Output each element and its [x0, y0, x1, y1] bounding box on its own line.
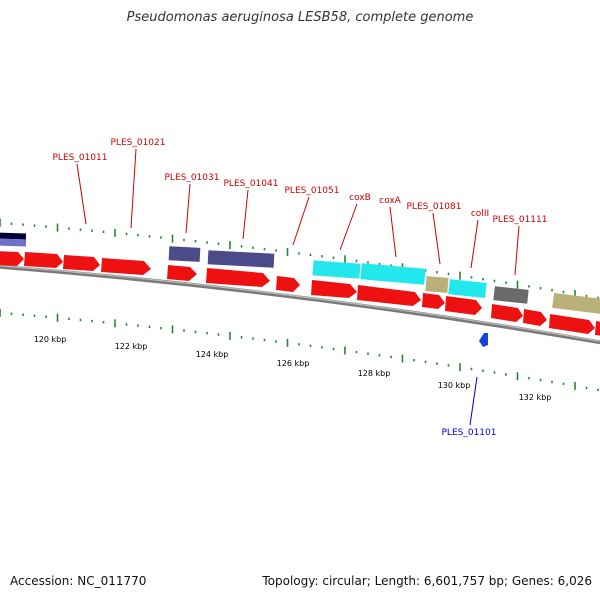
gene-label[interactable]: PLES_01031	[165, 173, 220, 183]
feature-tan-block	[552, 293, 600, 314]
cds-arrow	[595, 321, 600, 336]
genome-backbone-highlight	[0, 265, 600, 342]
gene-leader-line	[432, 212, 441, 265]
cds-arrow	[276, 276, 300, 292]
gene-leader-line	[242, 189, 249, 240]
kbp-tick-label: 128 kbp	[358, 369, 391, 378]
gene-label[interactable]: PLES_01111	[493, 215, 548, 225]
gene-leader-line	[389, 206, 397, 258]
gene-label[interactable]: PLES_01081	[407, 202, 462, 212]
map-title: Pseudomonas aeruginosa LESB58, complete …	[126, 10, 474, 25]
gene-leader-line	[514, 225, 520, 276]
cds-arrow	[101, 258, 151, 275]
accession-text: Accession: NC_011770	[10, 574, 147, 588]
feature-track-cds	[0, 251, 600, 347]
gene-label[interactable]: coxB	[349, 193, 371, 203]
cds-arrow	[167, 265, 197, 281]
gene-leader-line	[185, 183, 191, 234]
gene-leader-line	[130, 148, 137, 229]
cds-arrow	[445, 296, 482, 315]
feature-navy-block	[207, 250, 275, 268]
gene-label[interactable]: colII	[471, 209, 489, 219]
feature-tan-block	[425, 276, 449, 293]
kbp-tick-label: 124 kbp	[196, 350, 229, 359]
cds-arrow	[549, 314, 595, 334]
cds-arrow	[24, 252, 63, 268]
cds-arrow	[357, 285, 421, 306]
gene-leader-line	[76, 163, 87, 225]
feature-navy-block	[0, 232, 27, 240]
gene-label[interactable]: PLES_01011	[53, 153, 108, 163]
kbp-tick-label: 132 kbp	[519, 393, 552, 402]
feature-track-top	[0, 232, 600, 314]
feature-cyan-block	[360, 263, 426, 285]
inner-tick-track	[0, 308, 599, 392]
gene-label[interactable]: PLES_01101	[442, 428, 497, 438]
gene-leader-line	[469, 376, 478, 426]
gene-leader-line	[339, 203, 358, 251]
gene-label[interactable]: PLES_01051	[285, 186, 340, 196]
kbp-axis: 120 kbp 122 kbp 124 kbp 126 kbp 128 kbp 130 k…	[34, 335, 552, 402]
feature-cyan-block	[448, 279, 487, 298]
feature-cyan-block	[312, 260, 361, 279]
genome-backbone	[0, 264, 600, 345]
feature-navy-block	[168, 246, 201, 262]
cds-arrow	[491, 304, 523, 322]
feature-gray-block	[493, 286, 529, 304]
cds-arrow	[206, 268, 270, 287]
cds-arrow	[311, 280, 357, 298]
kbp-tick-label: 122 kbp	[115, 342, 148, 351]
kbp-tick-label: 130 kbp	[438, 381, 471, 390]
feature-navy-block	[0, 238, 27, 247]
kbp-tick-label: 120 kbp	[34, 335, 67, 344]
cds-arrow	[422, 293, 445, 309]
genome-stats-text: Topology: circular; Length: 6,601,757 bp…	[262, 574, 592, 588]
cds-arrow	[63, 255, 100, 271]
gene-label[interactable]: coxA	[379, 196, 402, 206]
cds-arrow	[523, 309, 547, 326]
gene-leader-line	[292, 196, 310, 246]
outer-tick-track	[0, 218, 599, 300]
gene-leader-line	[470, 219, 479, 269]
gene-label[interactable]: PLES_01021	[111, 138, 166, 148]
kbp-tick-label: 126 kbp	[277, 359, 310, 368]
cds-arrow	[0, 251, 24, 266]
blue-feature-marker	[479, 333, 488, 347]
gene-label[interactable]: PLES_01041	[224, 179, 279, 189]
